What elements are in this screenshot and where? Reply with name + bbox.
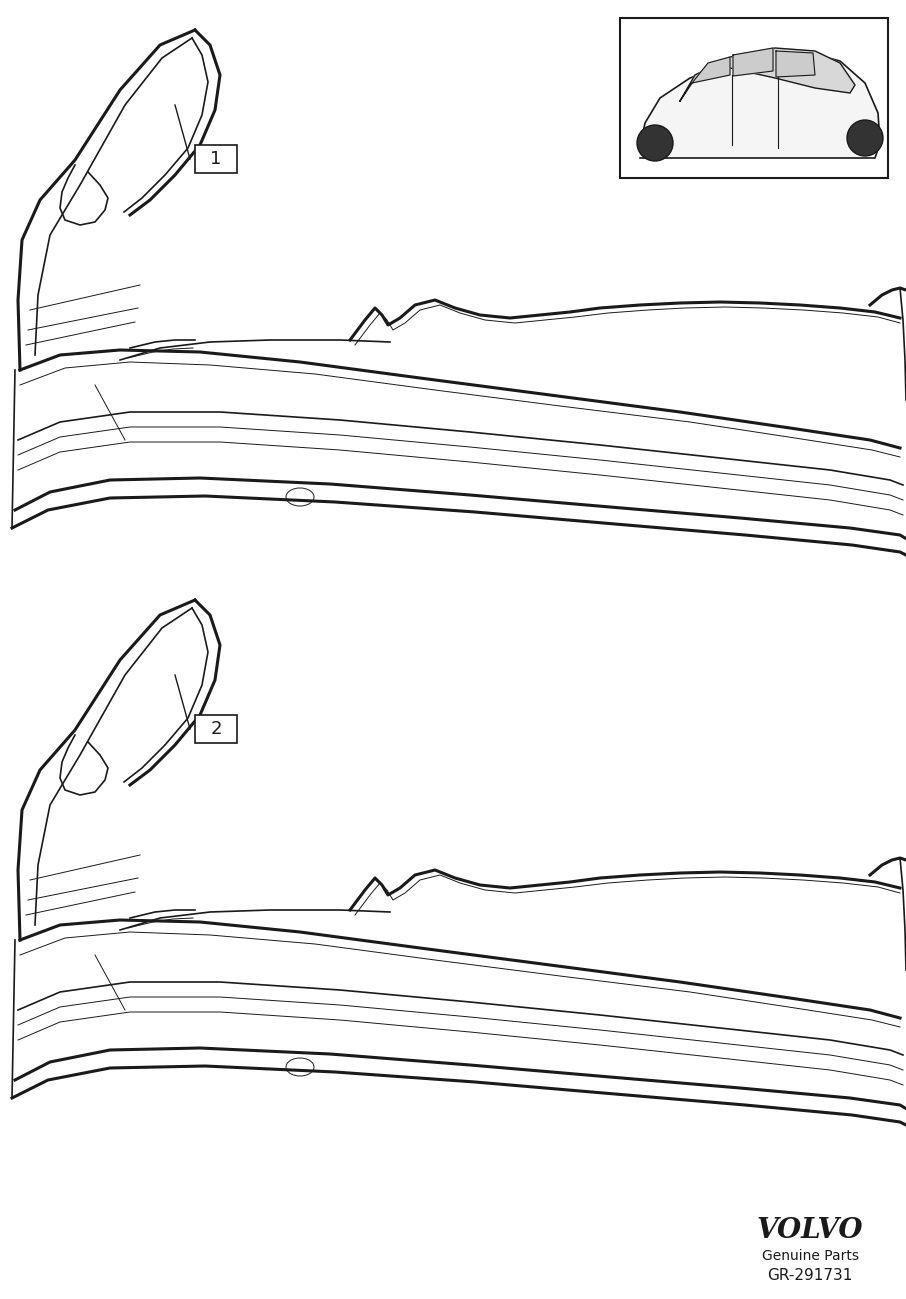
Polygon shape bbox=[640, 53, 880, 158]
Polygon shape bbox=[733, 48, 773, 77]
Text: VOLVO: VOLVO bbox=[757, 1216, 863, 1243]
Text: GR-291731: GR-291731 bbox=[767, 1268, 853, 1282]
Polygon shape bbox=[692, 57, 730, 83]
Circle shape bbox=[847, 120, 883, 156]
Text: Genuine Parts: Genuine Parts bbox=[762, 1250, 859, 1263]
Bar bbox=[620, 18, 888, 178]
Polygon shape bbox=[776, 51, 815, 77]
Polygon shape bbox=[680, 48, 855, 101]
Circle shape bbox=[637, 125, 673, 161]
Bar bbox=[195, 714, 237, 743]
Text: 2: 2 bbox=[210, 720, 222, 738]
Bar bbox=[195, 145, 237, 173]
Text: 1: 1 bbox=[210, 149, 222, 168]
